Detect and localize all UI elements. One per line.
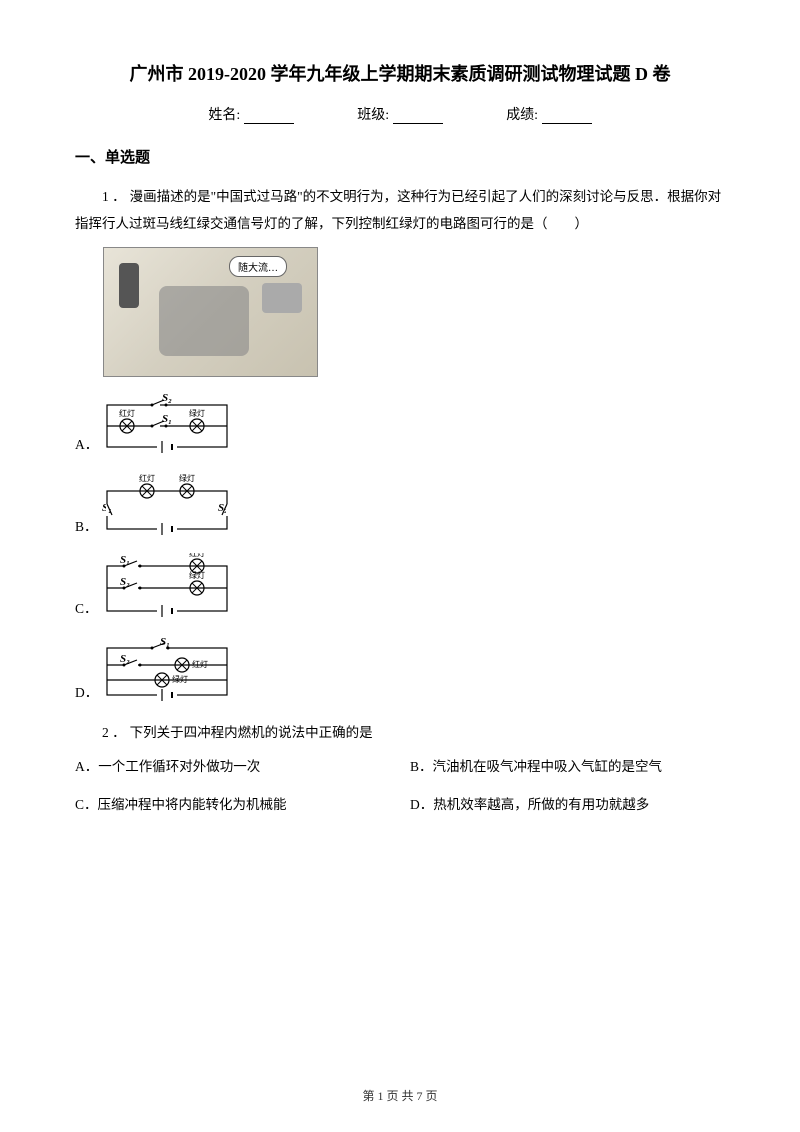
footer-mid: 页 共	[383, 1089, 416, 1103]
circuit-c: S₁ 红灯 S₂ 绿灯	[102, 553, 232, 621]
footer-prefix: 第	[362, 1089, 377, 1103]
option-b-label: B．	[75, 515, 98, 539]
circuit-b: S₁ S₂ 红灯 绿灯	[102, 471, 232, 539]
circuit-a: S₂ S₁ 红灯 绿灯	[102, 389, 232, 457]
svg-text:红灯: 红灯	[139, 473, 155, 483]
svg-text:S₁: S₁	[162, 413, 172, 425]
q2-option-d: D．热机效率越高，所做的有用功就越多	[410, 794, 725, 816]
q2-number: 2 ．	[102, 725, 126, 740]
cartoon-crowd	[159, 286, 249, 356]
q2-option-a: A．一个工作循环对外做功一次	[75, 756, 390, 778]
option-a-label: A．	[75, 433, 98, 457]
svg-text:红灯: 红灯	[192, 659, 208, 669]
svg-text:S₁: S₁	[160, 636, 170, 648]
q1-number: 1 ．	[102, 189, 126, 204]
svg-text:绿灯: 绿灯	[179, 473, 195, 483]
score-field: 成绩:	[506, 104, 591, 124]
name-field: 姓名:	[208, 104, 293, 124]
question-1: 1 ．漫画描述的是"中国式过马路"的不文明行为，这种行为已经引起了人们的深刻讨论…	[75, 183, 725, 237]
score-label: 成绩:	[506, 104, 538, 124]
class-field: 班级:	[357, 104, 442, 124]
cartoon-car	[262, 283, 302, 313]
page-footer: 第 1 页 共 7 页	[0, 1087, 800, 1104]
svg-text:S₂: S₂	[162, 392, 172, 404]
section-heading: 一、单选题	[75, 146, 725, 167]
svg-text:红灯: 红灯	[189, 553, 205, 558]
name-line[interactable]	[244, 110, 294, 124]
q2-options: A．一个工作循环对外做功一次 B．汽油机在吸气冲程中吸入气缸的是空气 C．压缩冲…	[75, 756, 725, 815]
svg-text:绿灯: 绿灯	[189, 408, 205, 418]
score-line[interactable]	[542, 110, 592, 124]
footer-suffix: 页	[423, 1089, 438, 1103]
option-d-row: D． S₁ S₂ 红灯 绿灯	[75, 635, 725, 705]
option-b-row: B． S₁ S₂ 红灯 绿灯	[75, 471, 725, 539]
circuit-d: S₁ S₂ 红灯 绿灯	[102, 635, 232, 705]
cartoon-speech-bubble: 随大流…	[229, 256, 287, 277]
option-d-label: D．	[75, 681, 98, 705]
svg-text:绿灯: 绿灯	[189, 570, 205, 580]
cartoon-image: 随大流…	[103, 247, 318, 377]
option-a-row: A． S₂ S₁ 红灯 绿灯	[75, 389, 725, 457]
cartoon-traffic-light	[119, 263, 139, 308]
q2-text: 下列关于四冲程内燃机的说法中正确的是	[130, 725, 373, 740]
q2-option-b: B．汽油机在吸气冲程中吸入气缸的是空气	[410, 756, 725, 778]
svg-text:红灯: 红灯	[119, 408, 135, 418]
q2-option-c: C．压缩冲程中将内能转化为机械能	[75, 794, 390, 816]
svg-text:绿灯: 绿灯	[172, 674, 188, 684]
class-label: 班级:	[357, 104, 389, 124]
class-line[interactable]	[393, 110, 443, 124]
option-c-row: C． S₁ 红灯 S₂ 绿灯	[75, 553, 725, 621]
question-2: 2 ． 下列关于四冲程内燃机的说法中正确的是	[75, 719, 725, 746]
page-title: 广州市 2019-2020 学年九年级上学期期末素质调研测试物理试题 D 卷	[75, 60, 725, 86]
option-c-label: C．	[75, 597, 98, 621]
name-label: 姓名:	[208, 104, 240, 124]
q1-text: 漫画描述的是"中国式过马路"的不文明行为，这种行为已经引起了人们的深刻讨论与反思…	[75, 189, 721, 231]
header-fields: 姓名: 班级: 成绩:	[75, 104, 725, 124]
